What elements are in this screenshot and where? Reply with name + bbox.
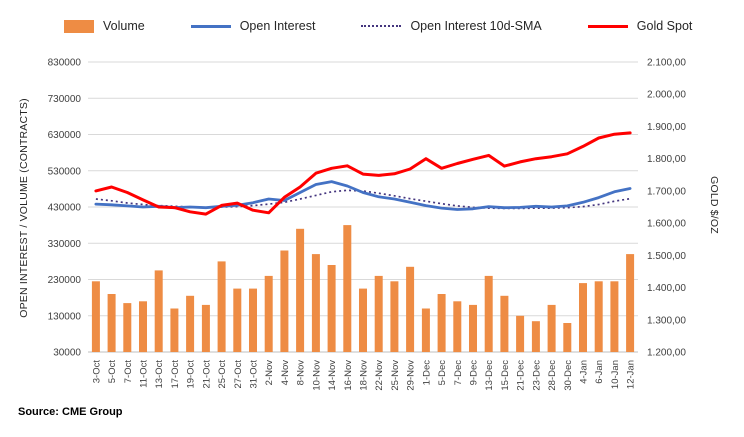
- svg-text:13-Oct: 13-Oct: [154, 360, 165, 389]
- volume-swatch-icon: [64, 19, 94, 33]
- svg-text:2.000,00: 2.000,00: [647, 90, 686, 101]
- svg-text:8-Nov: 8-Nov: [296, 360, 307, 386]
- svg-text:31-Oct: 31-Oct: [249, 360, 260, 389]
- svg-text:330000: 330000: [48, 239, 82, 250]
- legend-item-volume: Volume: [64, 19, 145, 33]
- open-interest-line-icon: [190, 24, 231, 28]
- svg-text:25-Nov: 25-Nov: [390, 360, 401, 391]
- svg-text:830000: 830000: [48, 58, 82, 69]
- svg-text:21-Oct: 21-Oct: [201, 360, 212, 389]
- svg-text:1.300,00: 1.300,00: [647, 315, 686, 326]
- legend-label-oi-sma: Open Interest 10d-SMA: [410, 19, 542, 33]
- svg-text:9-Dec: 9-Dec: [469, 360, 480, 386]
- legend-label-gold-spot: Gold Spot: [636, 19, 693, 33]
- svg-text:6-Jan: 6-Jan: [594, 360, 605, 384]
- svg-text:1.200,00: 1.200,00: [647, 348, 686, 359]
- svg-text:14-Nov: 14-Nov: [327, 360, 338, 391]
- svg-text:11-Oct: 11-Oct: [139, 360, 150, 388]
- svg-text:27-Oct: 27-Oct: [233, 360, 244, 389]
- svg-text:30-Dec: 30-Dec: [563, 360, 574, 391]
- svg-text:1.800,00: 1.800,00: [647, 154, 686, 165]
- svg-text:12-Jan: 12-Jan: [626, 360, 637, 389]
- svg-text:1-Dec: 1-Dec: [421, 360, 432, 386]
- svg-text:4-Jan: 4-Jan: [579, 360, 590, 384]
- legend-item-open-interest: Open Interest: [190, 19, 316, 33]
- legend-item-gold-spot: Gold Spot: [587, 19, 693, 33]
- svg-text:730000: 730000: [48, 94, 82, 105]
- gold-spot-line-icon: [587, 24, 628, 28]
- svg-text:2.100,00: 2.100,00: [647, 58, 686, 69]
- svg-text:13-Dec: 13-Dec: [484, 360, 495, 391]
- svg-text:7-Oct: 7-Oct: [123, 360, 134, 384]
- oi-sma-dotted-line-icon: [361, 25, 402, 27]
- svg-text:4-Nov: 4-Nov: [280, 360, 291, 386]
- svg-text:530000: 530000: [48, 166, 82, 177]
- svg-text:18-Nov: 18-Nov: [359, 360, 370, 391]
- svg-text:230000: 230000: [48, 275, 82, 286]
- svg-text:1.500,00: 1.500,00: [647, 251, 686, 262]
- svg-text:630000: 630000: [48, 130, 82, 141]
- svg-text:10-Nov: 10-Nov: [311, 360, 322, 391]
- chart-legend: Volume Open Interest Open Interest 10d-S…: [64, 16, 692, 36]
- svg-text:7-Dec: 7-Dec: [453, 360, 464, 386]
- legend-label-open-interest: Open Interest: [239, 19, 316, 33]
- legend-item-oi-sma: Open Interest 10d-SMA: [361, 19, 542, 33]
- svg-text:2-Nov: 2-Nov: [264, 360, 275, 386]
- svg-text:28-Dec: 28-Dec: [547, 360, 558, 391]
- svg-text:10-Jan: 10-Jan: [610, 360, 621, 389]
- svg-text:130000: 130000: [48, 311, 82, 322]
- svg-text:430000: 430000: [48, 203, 82, 214]
- svg-text:1.700,00: 1.700,00: [647, 186, 686, 197]
- svg-text:15-Dec: 15-Dec: [500, 360, 511, 391]
- svg-text:1.600,00: 1.600,00: [647, 219, 686, 230]
- svg-text:29-Nov: 29-Nov: [406, 360, 417, 391]
- svg-text:23-Dec: 23-Dec: [531, 360, 542, 391]
- svg-text:30000: 30000: [53, 348, 81, 359]
- svg-text:22-Nov: 22-Nov: [374, 360, 385, 391]
- source-note: Source: CME Group: [18, 406, 123, 418]
- svg-text:3-Oct: 3-Oct: [91, 360, 102, 384]
- svg-text:25-Oct: 25-Oct: [217, 360, 228, 389]
- svg-text:19-Oct: 19-Oct: [186, 360, 197, 389]
- svg-text:5-Oct: 5-Oct: [107, 360, 118, 384]
- svg-text:5-Dec: 5-Dec: [437, 360, 448, 386]
- svg-text:21-Dec: 21-Dec: [516, 360, 527, 391]
- svg-text:1.400,00: 1.400,00: [647, 283, 686, 294]
- svg-text:16-Nov: 16-Nov: [343, 360, 354, 391]
- svg-text:1.900,00: 1.900,00: [647, 122, 686, 133]
- legend-label-volume: Volume: [103, 19, 145, 33]
- svg-text:17-Oct: 17-Oct: [170, 360, 181, 389]
